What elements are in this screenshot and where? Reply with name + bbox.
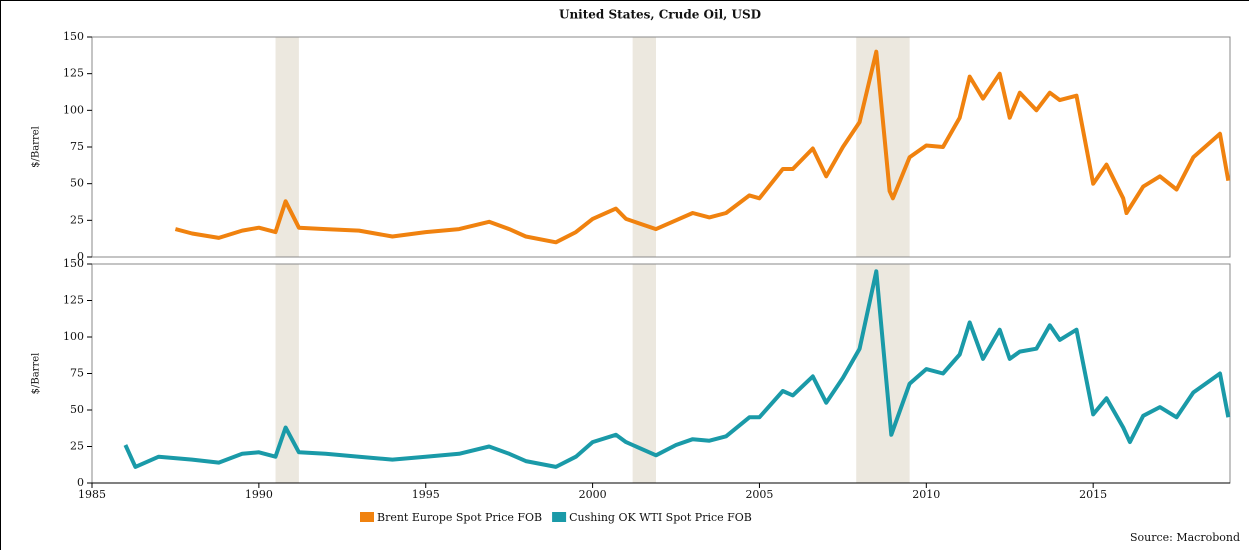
y-tick-label: 0 bbox=[77, 250, 84, 263]
plot-frame bbox=[91, 36, 1231, 258]
recession-band bbox=[275, 37, 299, 257]
legend-swatch bbox=[552, 512, 567, 522]
x-tick-label: 1995 bbox=[412, 488, 440, 501]
series-line bbox=[123, 269, 1231, 469]
y-tick-label: 100 bbox=[63, 330, 84, 343]
y-tick-label: 150 bbox=[63, 30, 84, 43]
y-tick-label: 75 bbox=[70, 140, 84, 153]
y-tick-label: 25 bbox=[70, 213, 84, 226]
y-tick-label: 125 bbox=[63, 294, 84, 307]
recession-band bbox=[632, 264, 656, 483]
recession-band bbox=[856, 37, 910, 257]
x-tick-label: 1990 bbox=[245, 488, 273, 501]
x-tick-label: 2010 bbox=[912, 488, 940, 501]
y-tick-label: 100 bbox=[63, 103, 84, 116]
y-tick-label: 25 bbox=[70, 440, 84, 453]
source: Source: Macrobond bbox=[1130, 531, 1240, 544]
legend-label: Cushing OK WTI Spot Price FOB bbox=[569, 511, 752, 524]
y-tick-label: 0 bbox=[77, 476, 84, 489]
recession-band bbox=[856, 264, 910, 483]
x-tick-label: 2005 bbox=[745, 488, 773, 501]
y-tick-label: 150 bbox=[63, 257, 84, 270]
legend-swatch bbox=[360, 512, 374, 522]
x-tick-label: 1985 bbox=[78, 488, 106, 501]
chart-title: United States, Crude Oil, USD bbox=[559, 8, 761, 22]
y-axis-label: $/Barrel bbox=[31, 126, 42, 168]
y-tick-label: 75 bbox=[70, 367, 84, 380]
legend-label: Brent Europe Spot Price FOB bbox=[377, 511, 542, 524]
y-tick-label: 50 bbox=[70, 177, 84, 190]
x-tick-label: 2015 bbox=[1079, 488, 1107, 501]
y-tick-label: 125 bbox=[63, 67, 84, 80]
y-tick-label: 50 bbox=[70, 403, 84, 416]
recession-band bbox=[275, 264, 299, 483]
series-line bbox=[174, 49, 1231, 245]
y-axis-label: $/Barrel bbox=[31, 353, 42, 395]
plot-frame bbox=[91, 263, 1231, 484]
recession-band bbox=[632, 37, 656, 257]
x-tick-label: 2000 bbox=[579, 488, 607, 501]
